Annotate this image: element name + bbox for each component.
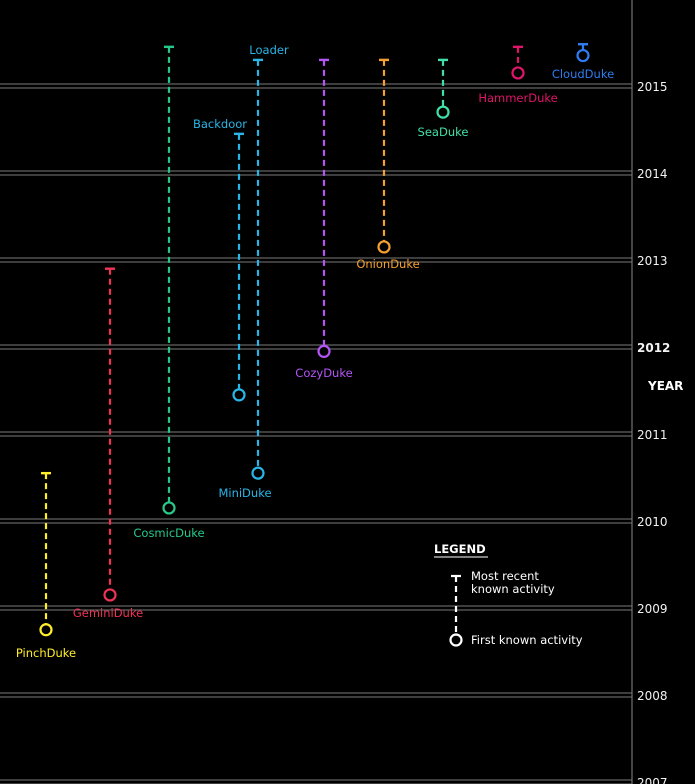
series-backdoor: Backdoor [193, 117, 247, 402]
gridlines [0, 0, 633, 784]
onionduke-label: OnionDuke [356, 257, 419, 271]
y-tick-label-2010: 2010 [637, 515, 668, 529]
y-tick-label-2014: 2014 [637, 167, 668, 181]
series-cozyduke: CozyDuke [295, 58, 353, 380]
series-onionduke: OnionDuke [356, 58, 420, 271]
series-marks: PinchDuke GeminiDuke CosmicDuke Backdoor Loa… [16, 43, 614, 660]
y-tick-label-2007: 2007 [637, 776, 668, 784]
backdoor-label: Backdoor [193, 117, 247, 131]
cosmicduke-first-activity-point [162, 501, 176, 515]
geminiduke-label: GeminiDuke [73, 606, 143, 620]
onionduke-first-activity-point [377, 240, 391, 254]
cozyduke-label: CozyDuke [295, 366, 352, 380]
series-cosmicduke: CosmicDuke [133, 45, 205, 540]
series-miniduke: MiniDuke [218, 486, 271, 500]
y-tick-label-2011: 2011 [637, 428, 668, 442]
seaduke-label: SeaDuke [418, 125, 469, 139]
cloudduke-first-activity-point [576, 48, 590, 63]
hammerduke-label: HammerDuke [478, 91, 557, 105]
legend-circle-icon [449, 633, 463, 647]
legend-first: First known activity [471, 633, 583, 647]
series-seaduke: SeaDuke [418, 58, 469, 139]
backdoor-first-activity-point [232, 388, 246, 402]
geminiduke-first-activity-point [103, 588, 117, 602]
cloudduke-label: CloudDuke [552, 67, 614, 81]
series-hammerduke: HammerDuke [478, 45, 558, 105]
pinchduke-first-activity-point [39, 623, 53, 637]
y-tick-label-2008: 2008 [637, 689, 668, 703]
loader-first-activity-point [251, 466, 265, 480]
legend-title: LEGEND [434, 542, 486, 556]
legend-recent-line2: known activity [471, 582, 555, 596]
y-tick-label-2009: 2009 [637, 602, 668, 616]
y-tick-label-2012: 2012 [637, 341, 670, 355]
axis-title: YEAR [647, 379, 683, 393]
hammerduke-first-activity-point [511, 66, 525, 80]
pinchduke-label: PinchDuke [16, 646, 76, 660]
legend: LEGEND Most recent known activity First … [434, 542, 583, 647]
y-tick-label-2015: 2015 [637, 80, 668, 94]
legend-recent-line1: Most recent [471, 569, 539, 583]
series-cloudduke: CloudDuke [552, 43, 614, 81]
loader-label: Loader [249, 43, 289, 57]
y-tick-label-2013: 2013 [637, 254, 668, 268]
cosmicduke-label: CosmicDuke [133, 526, 204, 540]
series-loader: Loader [249, 43, 289, 480]
seaduke-first-activity-point [436, 105, 450, 119]
series-pinchduke: PinchDuke [16, 471, 76, 660]
cozyduke-first-activity-point [317, 344, 331, 358]
y-axis-ticks: 2007 2008 2009 2010 2011 2012 2013 2014 2015 [637, 80, 670, 784]
series-geminiduke: GeminiDuke [73, 267, 143, 620]
miniduke-label: MiniDuke [218, 486, 271, 500]
